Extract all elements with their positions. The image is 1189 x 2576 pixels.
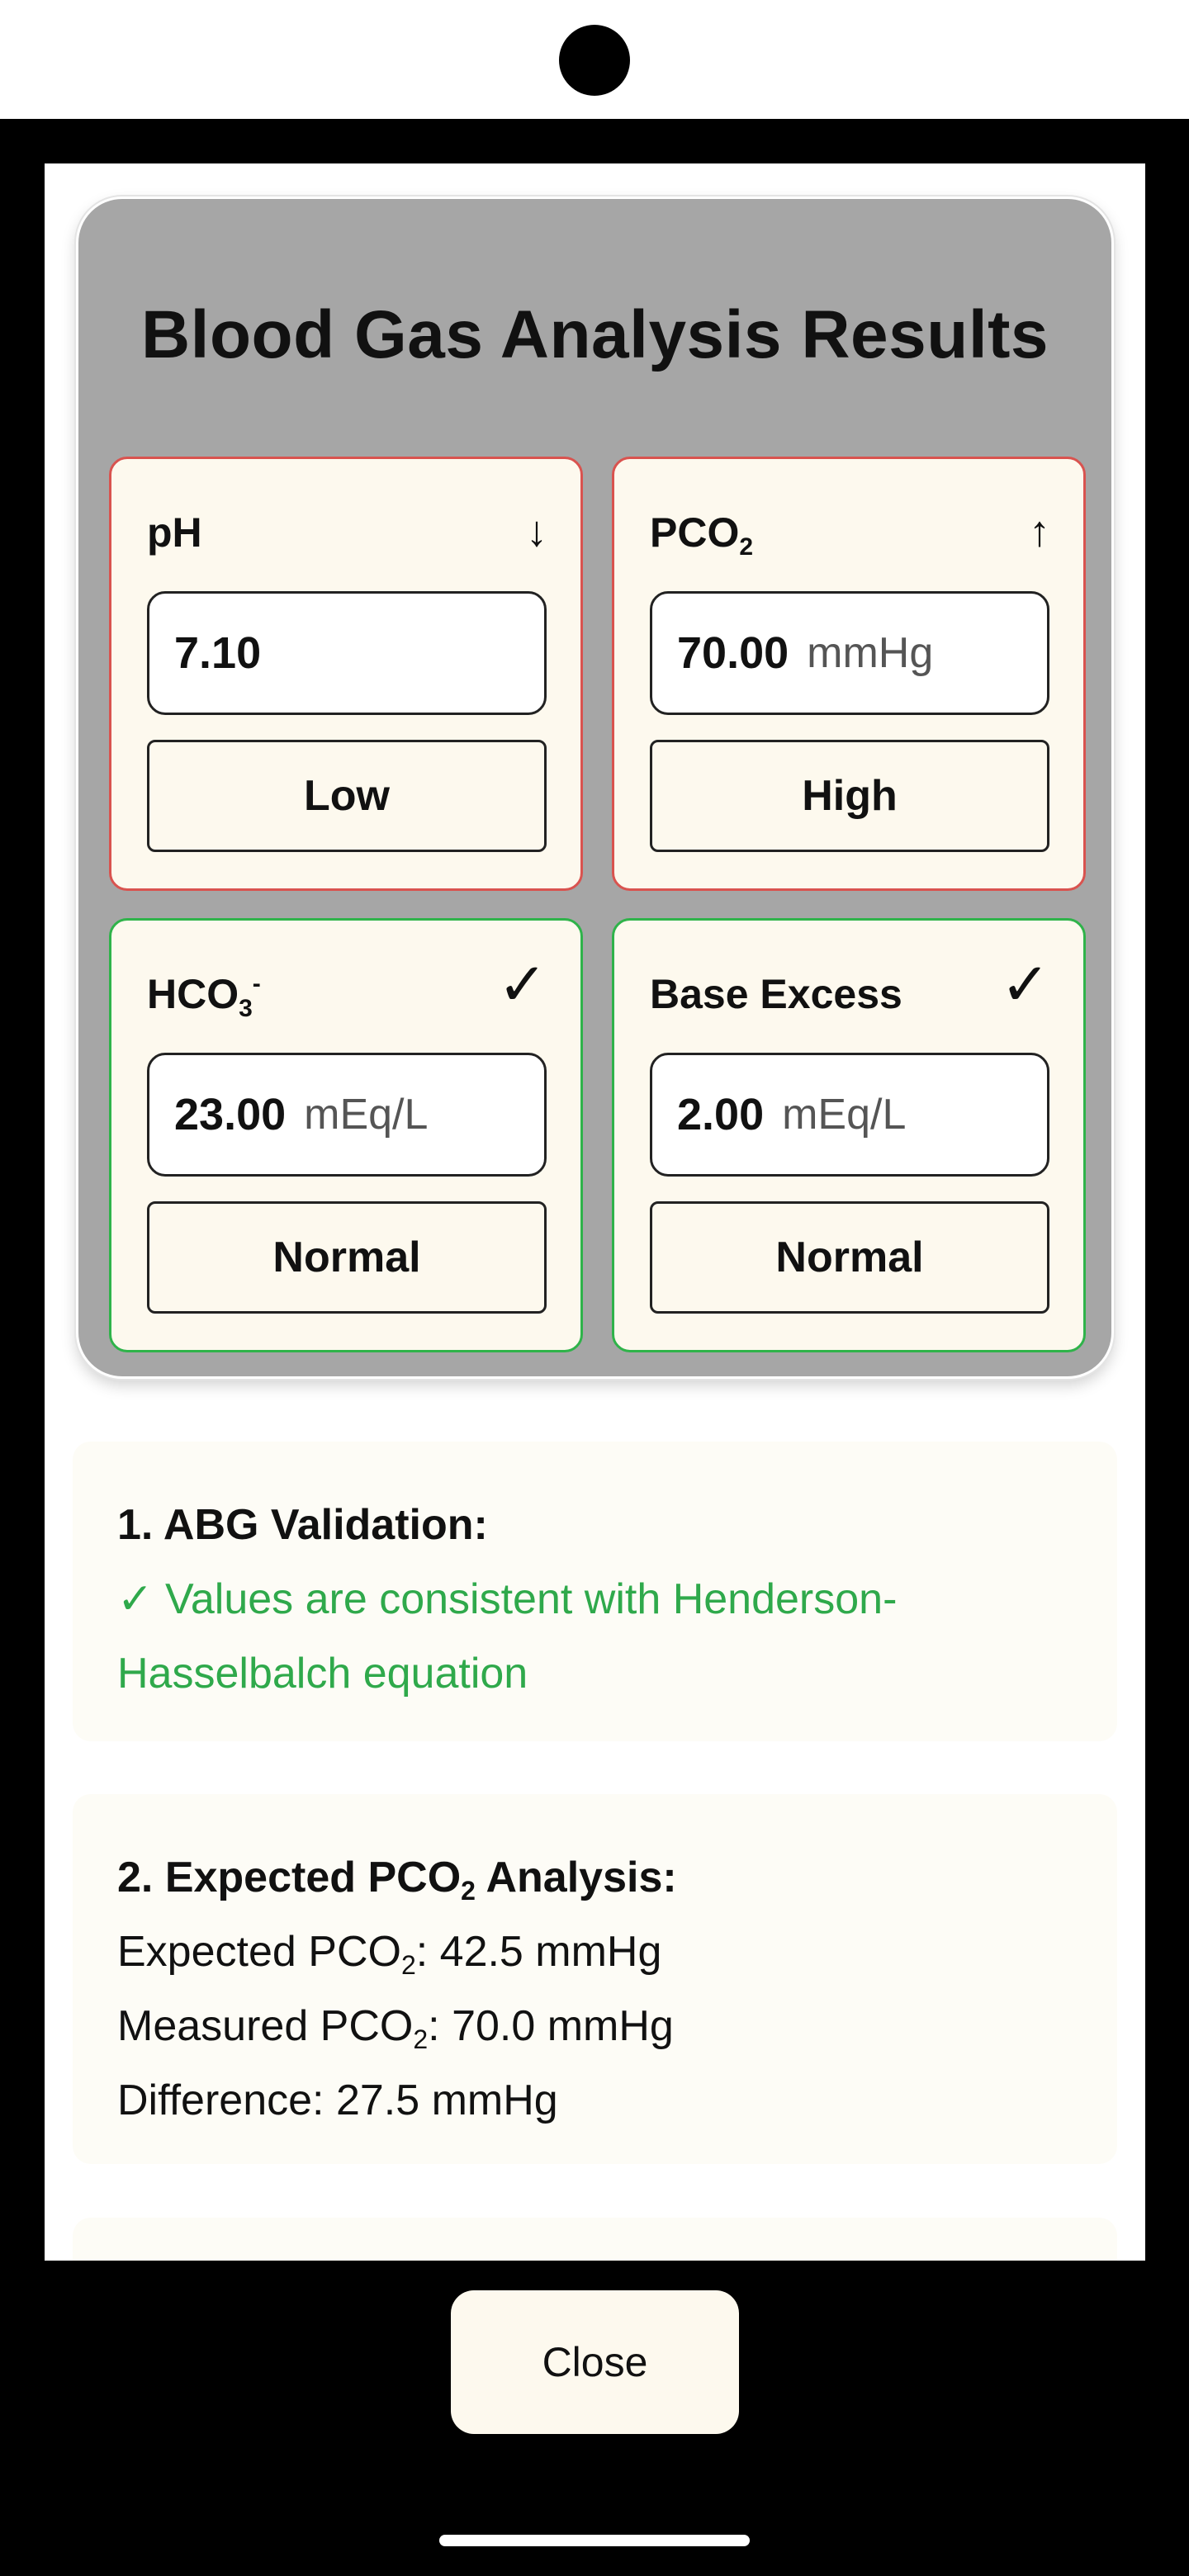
pco2-status-button[interactable]: High	[650, 740, 1049, 852]
pco2-value: 70.00	[677, 628, 789, 678]
status-bar	[0, 0, 1189, 119]
pco2-label: PCO2	[650, 509, 754, 561]
hco3-card: HCO3- ✓ 23.00 mEq/L Normal	[109, 918, 583, 1352]
hco3-unit: mEq/L	[304, 1091, 429, 1139]
difference-line: Difference: 27.5 mmHg	[117, 2076, 558, 2124]
expected-pco2-line: Expected PCO2: 42.5 mmHg	[117, 1928, 662, 1980]
abg-validation-result: ✓ Values are consistent with Henderson-	[117, 1575, 898, 1623]
hco3-value: 23.00	[174, 1090, 287, 1139]
close-button[interactable]: Close	[451, 2290, 739, 2434]
abg-validation-heading: 1. ABG Validation:	[117, 1501, 488, 1549]
home-indicator[interactable]	[439, 2535, 750, 2546]
pco2-value-field[interactable]: 70.00 mmHg	[650, 591, 1049, 715]
base-excess-value-field[interactable]: 2.00 mEq/L	[650, 1053, 1049, 1177]
abg-validation-section: 1. ABG Validation: ✓ Values are consiste…	[73, 1442, 1117, 1741]
pco2-card: PCO2 ↑ 70.00 mmHg High	[612, 457, 1086, 891]
base-excess-value: 2.00	[677, 1090, 765, 1139]
base-excess-status-button[interactable]: Normal	[650, 1201, 1049, 1314]
abg-validation-result-cont: Hasselbalch equation	[117, 1650, 528, 1698]
results-sheet[interactable]: Blood Gas Analysis Results pH ↓ 7.10 Low…	[45, 163, 1145, 2261]
ph-value-field[interactable]: 7.10	[147, 591, 547, 715]
blood-gas-results-card: Blood Gas Analysis Results pH ↓ 7.10 Low…	[76, 197, 1114, 1379]
ph-card: pH ↓ 7.10 Low	[109, 457, 583, 891]
pco2-unit: mmHg	[807, 629, 934, 677]
hco3-status-button[interactable]: Normal	[147, 1201, 547, 1314]
check-icon: ✓	[497, 952, 547, 1018]
arrow-up-icon: ↑	[1029, 508, 1050, 556]
check-icon: ✓	[1000, 952, 1050, 1018]
ph-label: pH	[147, 509, 202, 556]
base-excess-card: Base Excess ✓ 2.00 mEq/L Normal	[612, 918, 1086, 1352]
page-title: Blood Gas Analysis Results	[140, 297, 1049, 372]
expected-pco2-heading: 2. Expected PCO2 Analysis:	[117, 1854, 677, 1906]
hco3-label: HCO3-	[147, 970, 261, 1022]
base-excess-label: Base Excess	[650, 971, 902, 1017]
camera-cutout	[559, 25, 630, 96]
ph-value: 7.10	[174, 628, 262, 678]
hco3-value-field[interactable]: 23.00 mEq/L	[147, 1053, 547, 1177]
base-excess-unit: mEq/L	[782, 1091, 907, 1139]
measured-pco2-line: Measured PCO2: 70.0 mmHg	[117, 2002, 674, 2054]
next-analysis-section	[73, 2218, 1117, 2261]
arrow-down-icon: ↓	[526, 508, 547, 556]
expected-pco2-section: 2. Expected PCO2 Analysis: Expected PCO2…	[73, 1794, 1117, 2164]
ph-status-button[interactable]: Low	[147, 740, 547, 852]
